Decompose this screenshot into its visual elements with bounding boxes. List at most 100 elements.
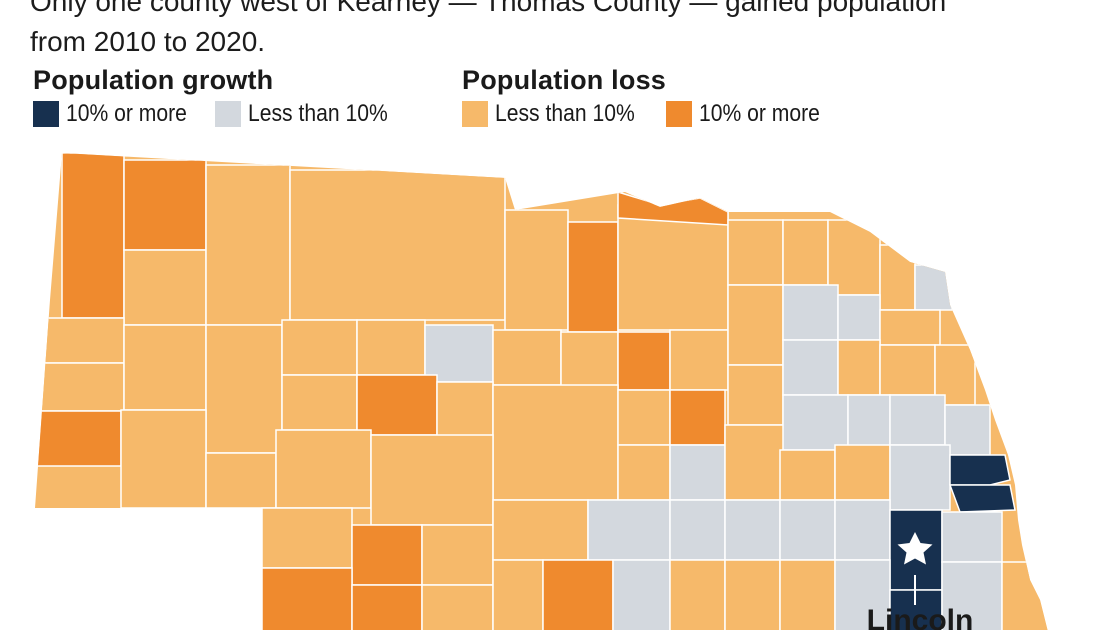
legend-item-loss-low: Less than 10% [462, 100, 644, 128]
legend-swatch-light-orange [462, 101, 488, 127]
county-hayes [351, 524, 423, 586]
county-douglas [949, 454, 1011, 486]
county-stanton [837, 339, 881, 396]
county-kearney [612, 559, 671, 630]
county-adams [669, 559, 726, 630]
county-grant [281, 319, 358, 376]
county-red-willow [421, 584, 494, 630]
legend-label: 10% or more [698, 100, 820, 127]
county-colfax [847, 394, 891, 451]
county-keya-paha-brown [504, 209, 569, 331]
county-greeley [669, 389, 726, 446]
county-washington [944, 404, 991, 456]
legend-loss-title: Population loss [462, 65, 667, 95]
county-boone [727, 364, 784, 426]
county-mcpherson [356, 374, 438, 436]
legend-loss-row: Less than 10% 10% or more [462, 100, 838, 128]
county-sarpy [948, 484, 1016, 513]
county-hamilton [724, 499, 781, 561]
county-seward [834, 499, 891, 561]
county-arthur [281, 374, 358, 431]
county-platte [782, 394, 849, 451]
county-butler [834, 444, 891, 501]
county-burt-north [879, 309, 941, 346]
county-cherry [289, 169, 506, 321]
county-box-butte [123, 249, 207, 326]
county-chase [261, 567, 353, 630]
intro-text: Only one county west of Kearney — Thomas… [30, 0, 946, 62]
county-holt [617, 204, 729, 331]
county-cedar [782, 219, 829, 286]
legend-label: 10% or more [66, 100, 187, 127]
county-frontier [421, 524, 494, 586]
county-rock [567, 221, 619, 333]
county-morrill [123, 324, 207, 411]
county-wheeler [669, 329, 729, 391]
county-antelope [727, 284, 784, 366]
county-clay [724, 559, 781, 630]
county-pierce [782, 284, 839, 341]
county-dakota [879, 244, 916, 311]
county-dawes [123, 159, 207, 251]
county-cass [941, 511, 1003, 563]
county-madison [782, 339, 839, 396]
county-lincoln [370, 434, 494, 526]
county-banner [39, 362, 125, 412]
legend-item-growth-high: 10% or more [33, 100, 193, 128]
county-thomas [424, 324, 494, 383]
county-cuming [879, 344, 936, 396]
county-garfield [617, 331, 671, 391]
county-polk [779, 449, 836, 501]
county-saline [834, 559, 891, 630]
county-scotts-bluff [39, 317, 125, 364]
county-saunders [889, 444, 951, 511]
county-dodge [889, 394, 946, 446]
county-sherman [617, 444, 671, 501]
county-howard [669, 444, 726, 501]
intro-line-1: Only one county west of Kearney — Thomas… [30, 0, 947, 17]
legend-growth-row: 10% or more Less than 10% [33, 100, 409, 128]
county-deuel [205, 452, 277, 509]
county-garden [205, 324, 283, 454]
county-hooker [356, 319, 426, 376]
lincoln-marker: Lincoln [867, 532, 974, 630]
county-dawson [492, 499, 589, 561]
county-wayne [837, 294, 881, 341]
county-layer [35, 153, 1050, 630]
legend-growth: Population growth 10% or more Less than … [33, 64, 409, 128]
legend-swatch-dark-orange [665, 101, 692, 127]
legend-item-loss-high: 10% or more [665, 100, 826, 128]
county-fillmore [779, 559, 836, 630]
county-valley [617, 389, 671, 446]
county-sheridan [205, 164, 291, 326]
lincoln-label: Lincoln [867, 604, 974, 630]
county-york [779, 499, 836, 561]
county-logan [436, 381, 494, 441]
county-loup [560, 331, 619, 388]
legend-item-growth-low: Less than 10% [215, 100, 397, 128]
county-nemaha [1001, 561, 1050, 630]
county-hall [669, 499, 726, 561]
county-custer [492, 384, 619, 501]
county-otoe [941, 561, 1003, 630]
legend-label: Less than 10% [495, 100, 635, 127]
county-blaine [492, 329, 562, 386]
star-icon [897, 532, 933, 565]
intro-line-2: from 2010 to 2020. [30, 26, 266, 57]
county-keith [275, 429, 372, 509]
county-buffalo [587, 499, 671, 561]
county-dundy-hitchcock [351, 584, 423, 630]
legend-growth-title: Population growth [33, 65, 274, 95]
county-phelps-harlan [542, 559, 614, 630]
legend-loss: Population loss Less than 10% 10% or mor… [462, 64, 838, 128]
county-dixon [827, 219, 881, 296]
county-knox [727, 219, 784, 286]
legend-swatch-gray [215, 101, 242, 127]
county-sioux [61, 153, 125, 319]
county-perkins [261, 507, 353, 569]
legend-label: Less than 10% [248, 100, 389, 127]
legend-swatch-dark-blue [33, 101, 59, 127]
county-gosper [492, 559, 544, 630]
county-kimball [35, 410, 122, 467]
